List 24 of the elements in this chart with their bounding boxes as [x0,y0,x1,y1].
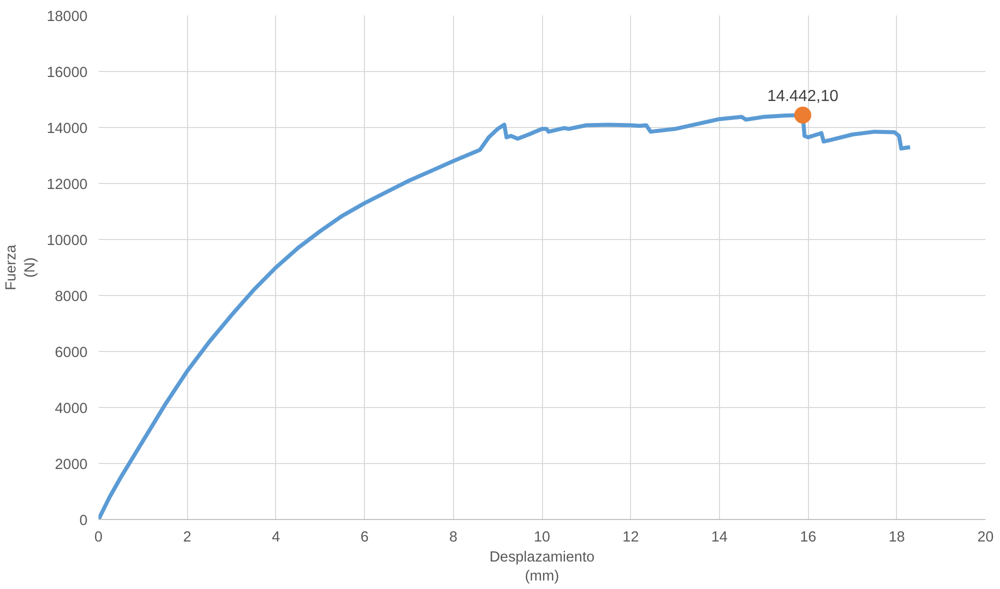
y-tick-label: 12000 [46,177,88,193]
y-tick-label: 0 [79,513,88,529]
x-tick-label: 12 [622,530,639,546]
y-tick-label: 18000 [46,9,88,25]
y-tick-label: 6000 [54,345,88,361]
x-tick-label: 10 [534,530,550,546]
data-label: 14.442,10 [767,88,838,106]
x-tick-label: 14 [711,530,728,546]
y-tick-label: 14000 [46,121,88,137]
y-tick-label: 10000 [46,233,88,249]
x-tick-label: 18 [888,530,905,546]
x-tick-label: 2 [183,530,192,546]
x-tick-label: 4 [272,530,280,546]
x-axis-title: Desplazamiento (mm) [489,550,595,585]
x-tick-label: 16 [800,530,816,546]
y-tick-label: 4000 [54,401,88,417]
x-tick-label: 8 [449,530,458,546]
y-axis-title: Fuerza (N) [4,244,39,290]
y-tick-label: 8000 [54,289,88,305]
y-tick-label: 16000 [46,65,88,81]
x-tick-label: 6 [360,530,369,546]
y-tick-label: 2000 [54,457,88,473]
x-tick-label: 0 [94,530,103,546]
x-tick-label: 20 [977,530,994,546]
